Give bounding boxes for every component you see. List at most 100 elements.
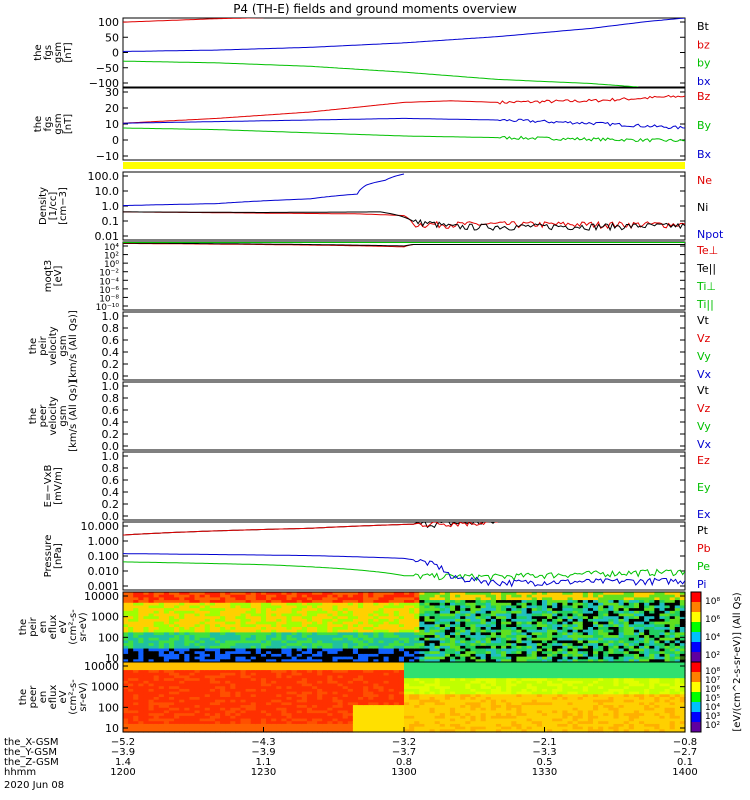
x-tick-label: 1300 bbox=[391, 767, 416, 778]
series-Ne bbox=[123, 211, 685, 230]
y-axis-label: fgs bbox=[43, 116, 54, 131]
panel-frame bbox=[122, 241, 686, 311]
x-tick-label: −3.7 bbox=[392, 747, 416, 758]
y-axis-label: velocity bbox=[48, 396, 59, 435]
y-tick-label: 10000 bbox=[84, 660, 119, 673]
series-Pb bbox=[123, 522, 498, 536]
colorbar-tick: 10⁴ bbox=[705, 633, 720, 643]
series-bz bbox=[123, 18, 264, 23]
legend-entry: Pi bbox=[697, 578, 706, 591]
y-tick-label: 100.0 bbox=[88, 170, 120, 183]
y-tick-label: 0.8 bbox=[102, 462, 120, 475]
y-tick-label: 50 bbox=[105, 31, 119, 44]
legend-entry: Vt bbox=[697, 314, 710, 327]
panel-frame bbox=[122, 17, 686, 88]
series-Pe bbox=[123, 561, 685, 582]
y-tick-label: 0.8 bbox=[102, 392, 120, 405]
colorbar-tick: 10⁸ bbox=[705, 597, 720, 607]
series-Te|| bbox=[123, 242, 685, 247]
y-tick-label: 10 bbox=[105, 722, 119, 735]
y-axis-label: Density bbox=[38, 187, 49, 225]
y-axis-label: velocity bbox=[48, 326, 59, 365]
y-tick-label: 0.0 bbox=[102, 440, 120, 453]
y-tick-label: 10⁴ bbox=[104, 243, 119, 253]
y-tick-label: 0.1 bbox=[102, 215, 120, 228]
series-Pi bbox=[123, 553, 685, 588]
colorbar-tick: 10⁸ bbox=[705, 667, 720, 677]
y-axis-label: [cm−3] bbox=[58, 187, 69, 225]
y-axis-label: moqt3 bbox=[43, 260, 54, 293]
x-tick-label: 0.5 bbox=[537, 757, 553, 768]
series-bx bbox=[123, 18, 685, 52]
colorbar-tick: 10² bbox=[705, 721, 720, 731]
y-axis-label: en bbox=[38, 621, 49, 634]
legend-entry: bz bbox=[697, 38, 710, 51]
y-tick-label: 10⁻² bbox=[99, 269, 119, 279]
y-axis-label: peir bbox=[38, 335, 49, 355]
colorbar-cell bbox=[691, 622, 701, 633]
colorbar-tick: 10³ bbox=[705, 712, 720, 722]
panel-p4 bbox=[122, 241, 686, 311]
colorbar-cell bbox=[691, 642, 701, 653]
y-axis-label: en bbox=[38, 691, 49, 704]
y-tick-label: 1.0 bbox=[102, 450, 120, 463]
y-axis-label: the bbox=[18, 689, 29, 705]
y-axis-label: [km/s (All Qs)] bbox=[68, 310, 79, 382]
legend-entry: Vx bbox=[697, 368, 712, 381]
y-tick-label: 0.6 bbox=[102, 404, 120, 417]
y-tick-label: 100 bbox=[98, 631, 119, 644]
legend-entry: Pb bbox=[697, 542, 711, 555]
y-tick-label: 0.6 bbox=[102, 334, 120, 347]
y-tick-label: 100 bbox=[98, 16, 119, 29]
panel-p2 bbox=[122, 87, 686, 161]
y-tick-label: 1000 bbox=[91, 611, 119, 624]
panel-p7 bbox=[122, 451, 686, 521]
x-tick-label: 1.1 bbox=[256, 757, 272, 768]
colorbar-cell bbox=[691, 592, 701, 603]
y-axis-label: the bbox=[18, 619, 29, 635]
colorbar-cell bbox=[691, 682, 701, 693]
y-axis-label: eflux bbox=[48, 615, 59, 640]
legend-entry: Bz bbox=[697, 90, 711, 103]
y-tick-label: 30 bbox=[105, 86, 119, 99]
y-tick-label: 10 bbox=[105, 118, 119, 131]
y-tick-label: 0.2 bbox=[102, 498, 120, 511]
legend-entry: Te|| bbox=[696, 262, 716, 275]
y-tick-label: 10⁻¹⁰ bbox=[96, 303, 120, 313]
legend-entry: Ti|| bbox=[696, 298, 714, 311]
x-tick-label: 0.8 bbox=[396, 757, 412, 768]
panel-frame bbox=[122, 171, 686, 241]
y-tick-label: 10.0 bbox=[95, 185, 120, 198]
y-tick-label: 0.4 bbox=[102, 346, 120, 359]
y-tick-label: 0.0 bbox=[102, 370, 120, 383]
y-axis-label: the bbox=[33, 44, 44, 60]
colorbar-frame bbox=[690, 661, 702, 733]
y-axis-label: the bbox=[28, 408, 39, 424]
panel-p3 bbox=[122, 171, 686, 241]
legend-entry: Ni bbox=[697, 201, 708, 214]
colorbar-cell bbox=[691, 692, 701, 703]
legend-entry: Vx bbox=[697, 438, 712, 451]
x-tick-label: −2.1 bbox=[532, 737, 556, 748]
legend-entry: Ey bbox=[697, 481, 711, 494]
x-tick-label: −3.3 bbox=[532, 747, 556, 758]
y-axis-label: sr-eV) bbox=[78, 612, 89, 641]
legend-entry: bx bbox=[697, 75, 711, 88]
colorbar-tick: 10⁶ bbox=[705, 615, 720, 625]
colorbar-tick: 10⁷ bbox=[705, 676, 720, 686]
colorbar-cell bbox=[691, 652, 701, 663]
x-tick-label: −3.2 bbox=[392, 737, 416, 748]
y-tick-label: 1.0 bbox=[102, 200, 120, 213]
y-tick-label: −100 bbox=[89, 77, 119, 90]
x-tick-label: −3.9 bbox=[251, 747, 275, 758]
yellow-strip bbox=[123, 162, 685, 169]
y-tick-label: 10⁻⁴ bbox=[99, 277, 119, 287]
legend-entry: by bbox=[697, 57, 711, 70]
x-tick-label: 0.1 bbox=[677, 757, 693, 768]
series-Bz bbox=[123, 94, 685, 124]
y-axis-label: peir bbox=[28, 616, 39, 636]
colorbar-cell bbox=[691, 712, 701, 723]
y-axis-label: [eV] bbox=[53, 266, 64, 287]
panel-p1 bbox=[122, 17, 686, 88]
